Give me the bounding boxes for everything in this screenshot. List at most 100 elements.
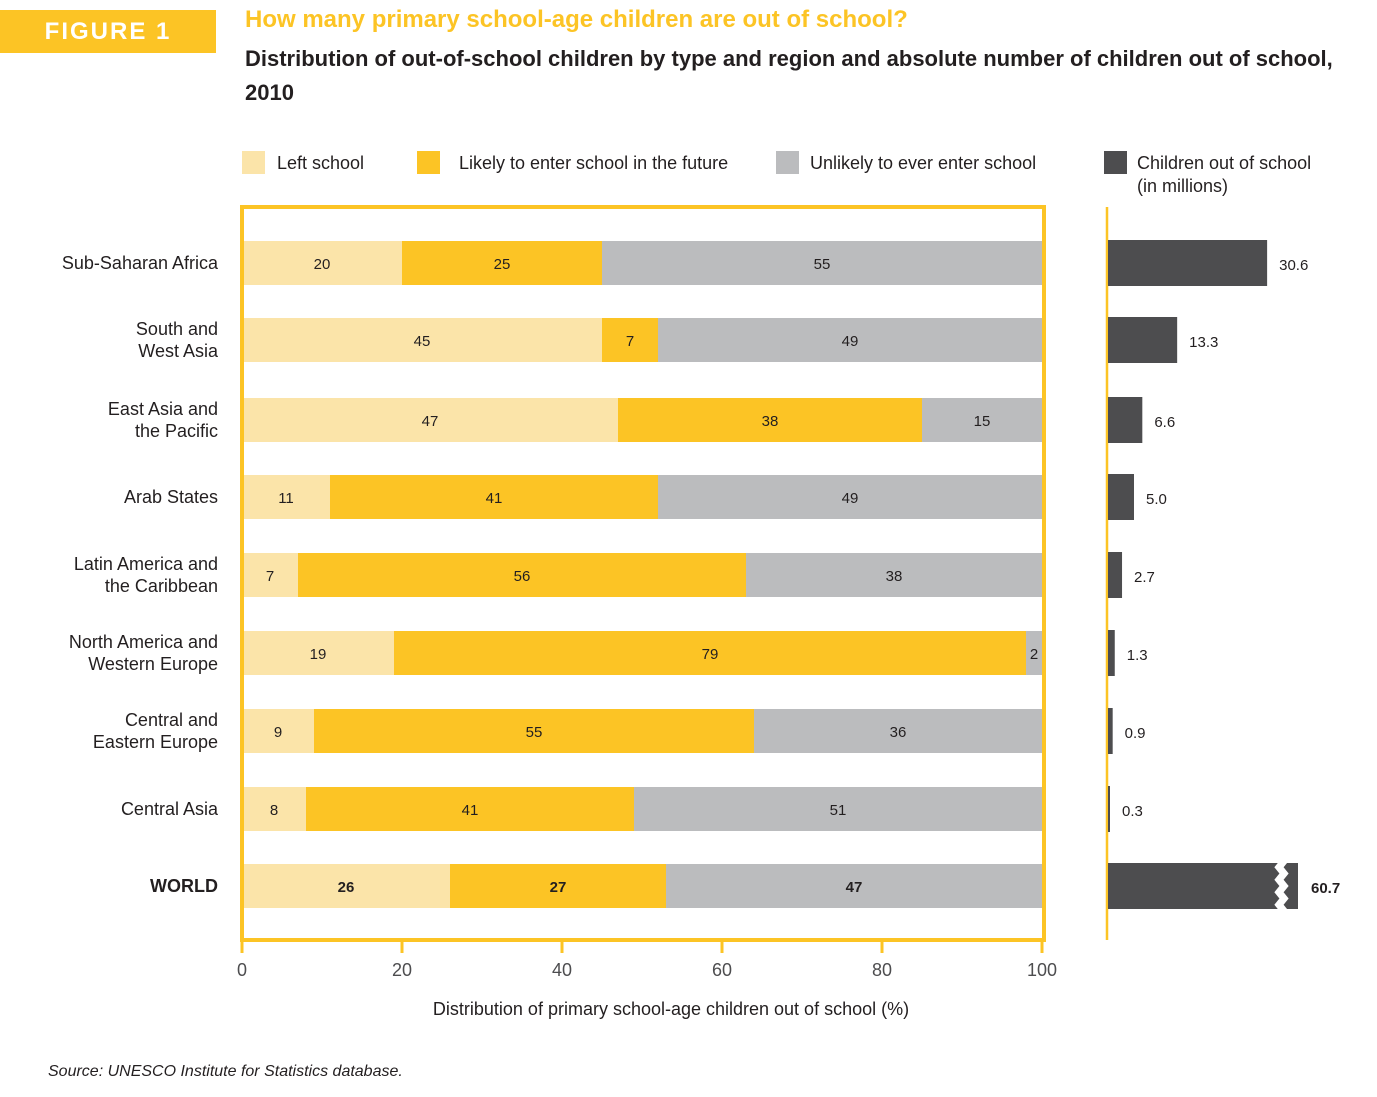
legend-swatch-children-out: [1104, 151, 1127, 174]
bar-value-label: 20: [314, 256, 331, 273]
bar-segment-left-school: [242, 787, 306, 831]
category-label: Eastern Europe: [93, 732, 218, 752]
bar-value-label: 41: [462, 802, 479, 819]
category-label: Arab States: [124, 487, 218, 507]
x-tick-label: 0: [237, 960, 247, 980]
x-tick-label: 80: [872, 960, 892, 980]
side-bar-value-label: 1.3: [1127, 647, 1148, 664]
bar-value-label: 25: [494, 256, 511, 273]
bar-segment-likely-enter: [306, 787, 634, 831]
bar-segment-left-school: [242, 318, 602, 362]
bar-segment-unlikely-enter: [666, 864, 1042, 908]
x-axis-title: Distribution of primary school-age child…: [433, 999, 909, 1019]
legend-label-unlikely-enter: Unlikely to ever enter school: [810, 153, 1036, 173]
axis-break-mark: [1274, 860, 1290, 912]
bar-value-label: 49: [842, 490, 859, 507]
category-label: the Pacific: [135, 421, 218, 441]
category-label: East Asia and: [108, 399, 218, 419]
category-label: Latin America and: [74, 554, 218, 574]
bar-segment-likely-enter: [314, 709, 754, 753]
bar-segment-unlikely-enter: [746, 553, 1042, 597]
x-tick-label: 60: [712, 960, 732, 980]
category-label: Sub-Saharan Africa: [62, 253, 219, 273]
bar-value-label: 38: [886, 568, 903, 585]
category-label: West Asia: [138, 341, 219, 361]
bar-value-label: 38: [762, 413, 779, 430]
bar-segment-likely-enter: [394, 631, 1026, 675]
bar-segment-likely-enter: [450, 864, 666, 908]
bar-value-label: 15: [974, 413, 991, 430]
side-bar: [1108, 240, 1268, 286]
side-bar-value-label: 0.3: [1122, 803, 1143, 820]
side-bar-value-label: 30.6: [1279, 257, 1308, 274]
bar-value-label: 27: [550, 879, 567, 896]
category-label: North America and: [69, 632, 218, 652]
chart-subtitle: Distribution of out-of-school children b…: [245, 46, 1333, 105]
side-bar-value-label: 2.7: [1134, 569, 1155, 586]
legend-label-left-school: Left school: [277, 153, 364, 173]
side-bar: [1108, 863, 1298, 909]
side-bar: [1108, 317, 1178, 363]
bar-value-label: 47: [422, 413, 439, 430]
bar-segment-left-school: [242, 398, 618, 442]
bar-value-label: 49: [842, 333, 859, 350]
bar-value-label: 45: [414, 333, 431, 350]
category-label: Western Europe: [88, 654, 218, 674]
bar-value-label: 7: [626, 333, 634, 350]
bar-segment-unlikely-enter: [658, 318, 1042, 362]
bar-value-label: 41: [486, 490, 503, 507]
side-bar-value-label: 5.0: [1146, 491, 1167, 508]
bar-segment-left-school: [242, 241, 402, 285]
side-bar: [1108, 552, 1123, 598]
bar-value-label: 47: [846, 879, 863, 896]
bar-segment-likely-enter: [618, 398, 922, 442]
bar-value-label: 8: [270, 802, 278, 819]
bar-segment-left-school: [242, 475, 330, 519]
legend-label-children-out-line2: (in millions): [1137, 176, 1228, 196]
bar-segment-likely-enter: [602, 318, 658, 362]
side-bar-value-label: 13.3: [1189, 334, 1218, 351]
chart-title: How many primary school-age children are…: [245, 6, 908, 33]
category-label: the Caribbean: [105, 576, 218, 596]
x-tick-label: 40: [552, 960, 572, 980]
bar-value-label: 55: [814, 256, 831, 273]
category-label: WORLD: [150, 876, 218, 896]
x-tick-label: 20: [392, 960, 412, 980]
source-note: Source: UNESCO Institute for Statistics …: [48, 1063, 403, 1080]
side-bar: [1108, 397, 1143, 443]
bar-segment-unlikely-enter: [754, 709, 1042, 753]
bar-segment-unlikely-enter: [1026, 631, 1042, 675]
bar-value-label: 26: [338, 879, 355, 896]
bar-value-label: 51: [830, 802, 847, 819]
category-label: South and: [136, 319, 218, 339]
legend-label-likely-enter: Likely to enter school in the future: [459, 153, 728, 173]
bar-value-label: 79: [702, 646, 719, 663]
bar-value-label: 55: [526, 724, 543, 741]
category-label: Central and: [125, 710, 218, 730]
bar-value-label: 19: [310, 646, 327, 663]
bar-segment-left-school: [242, 631, 394, 675]
bar-segment-left-school: [242, 864, 450, 908]
bar-segment-unlikely-enter: [602, 241, 1042, 285]
side-bar: [1108, 708, 1113, 754]
bar-value-label: 9: [274, 724, 282, 741]
category-label: Central Asia: [121, 799, 219, 819]
side-bar-value-label: 0.9: [1125, 725, 1146, 742]
legend-swatch-likely-enter: [417, 151, 440, 174]
bar-segment-unlikely-enter: [922, 398, 1042, 442]
bar-segment-likely-enter: [330, 475, 658, 519]
legend-label-children-out-line1: Children out of school: [1137, 153, 1311, 173]
side-bar: [1108, 630, 1115, 676]
legend-swatch-left-school: [242, 151, 265, 174]
side-bar-value-label: 60.7: [1311, 880, 1340, 897]
bar-segment-unlikely-enter: [634, 787, 1042, 831]
side-bar-value-label: 6.6: [1154, 414, 1175, 431]
bar-segment-left-school: [242, 553, 298, 597]
bar-segment-unlikely-enter: [658, 475, 1042, 519]
bar-segment-likely-enter: [298, 553, 746, 597]
side-bar: [1108, 786, 1110, 832]
bar-value-label: 11: [278, 490, 294, 507]
figure-label: FIGURE 1: [0, 10, 216, 53]
side-bar: [1108, 474, 1134, 520]
